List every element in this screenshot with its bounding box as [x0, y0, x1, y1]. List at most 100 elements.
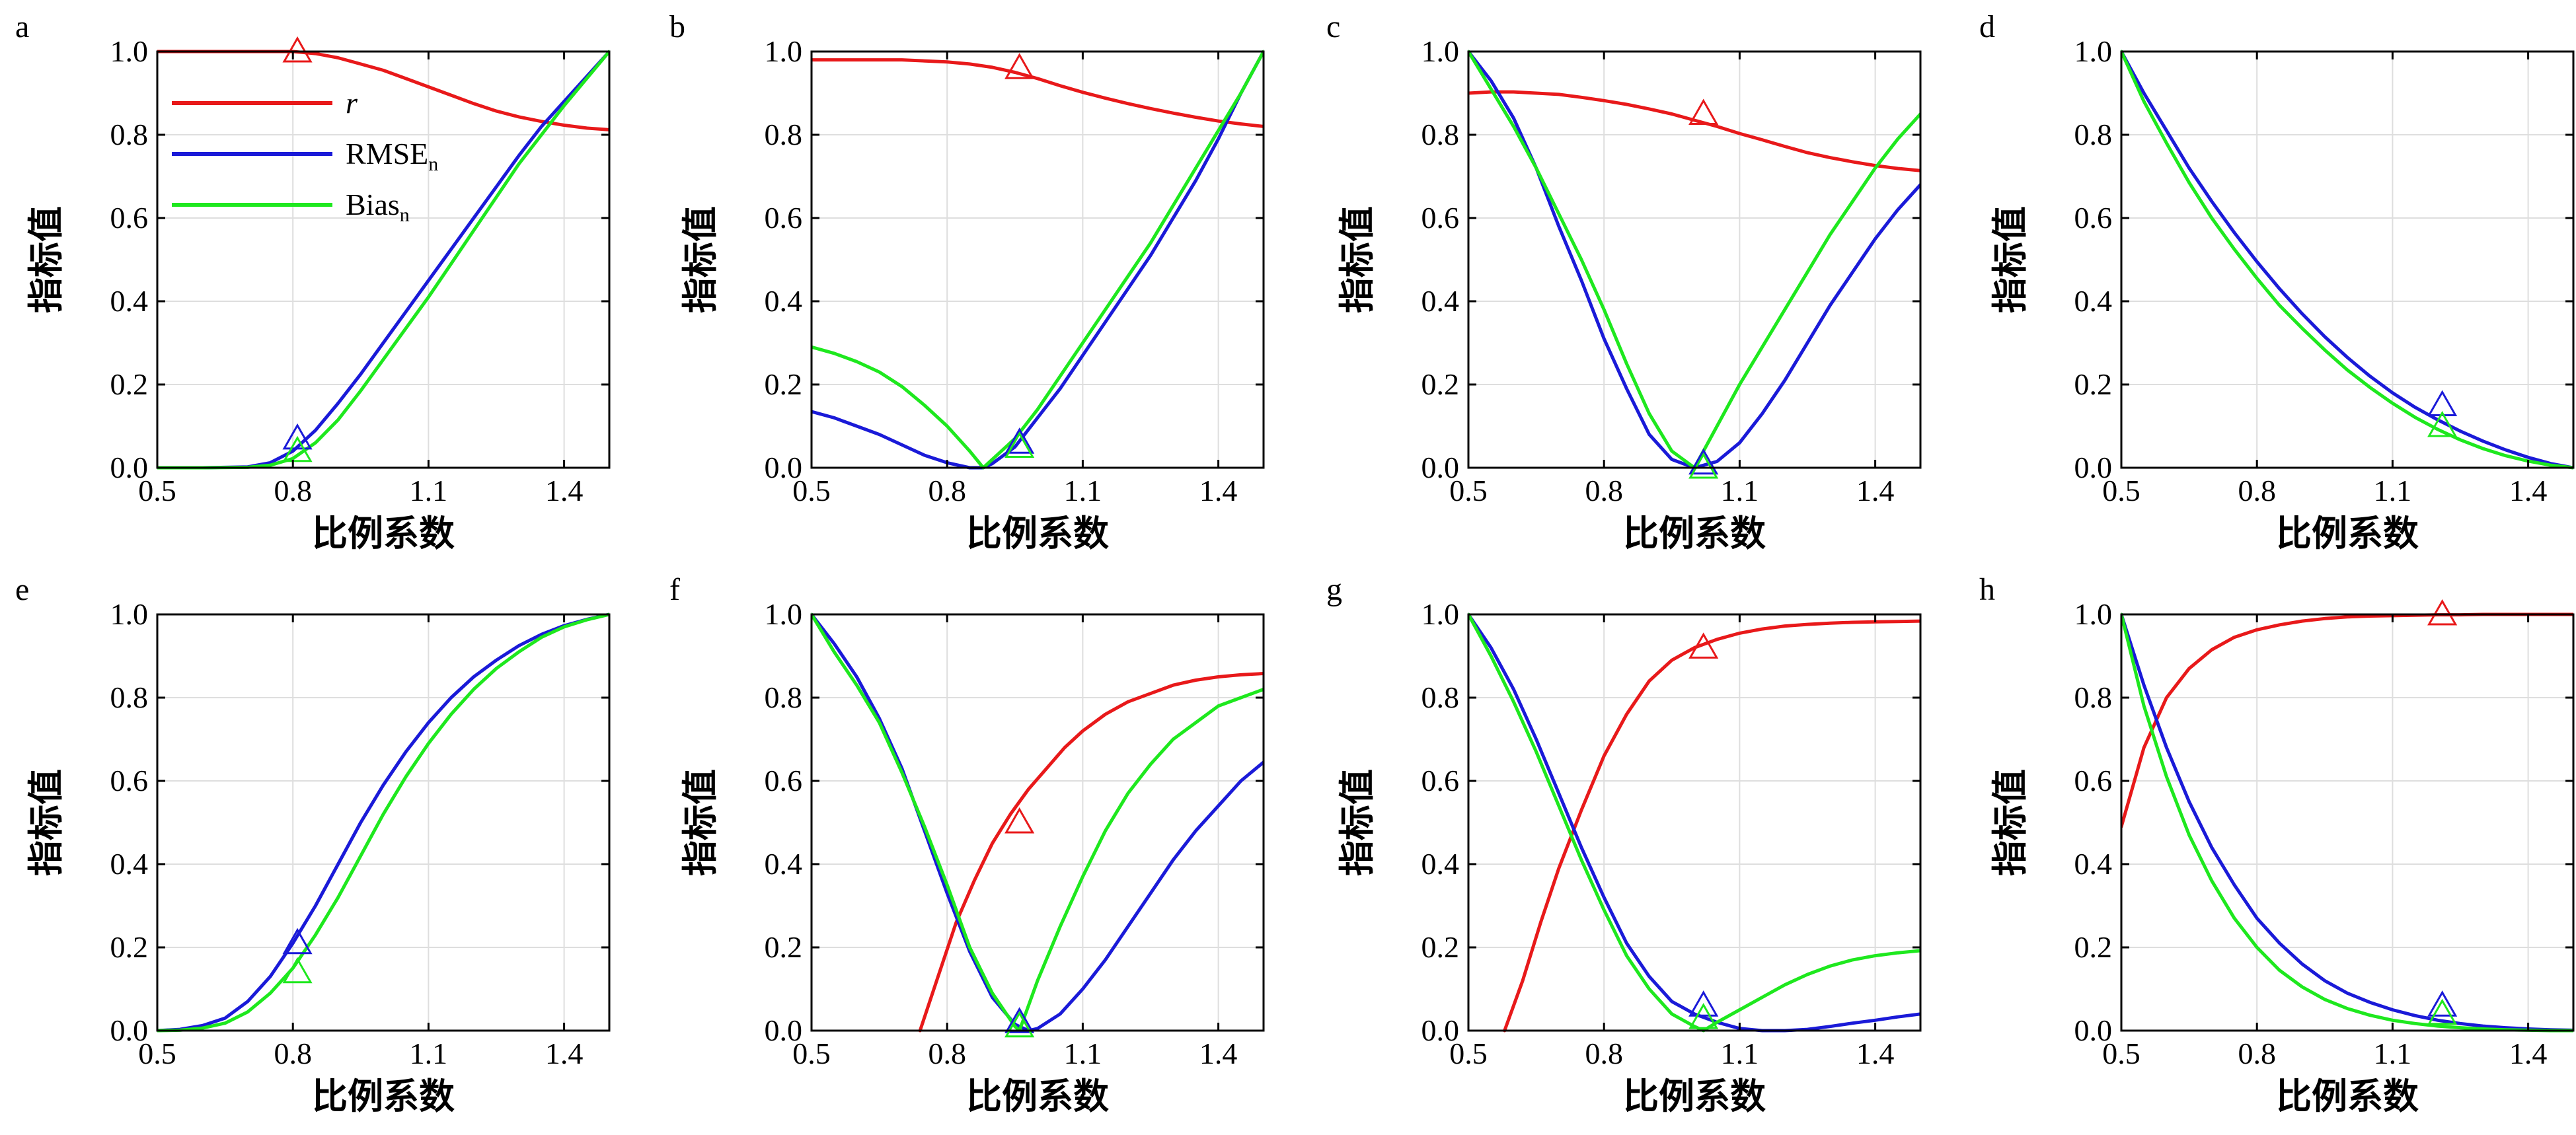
series-line-bias	[1468, 612, 1920, 1033]
y-tick-label: 0.0	[110, 451, 149, 484]
y-tick-label: 1.0	[110, 597, 149, 631]
series-line-r	[157, 50, 609, 131]
x-axis-label: 比例系数	[1623, 513, 1766, 554]
y-tick-label: 0.0	[2074, 451, 2113, 484]
y-axis-label: 指标值	[25, 769, 67, 876]
plot-frame	[810, 50, 1265, 469]
y-tick-label: 0.4	[110, 847, 149, 881]
marker-triangle-rmse	[1004, 1007, 1035, 1033]
y-tick-label: 0.4	[1421, 847, 1460, 881]
legend-label-rmse: RMSEn	[346, 137, 438, 175]
panel-letter: b	[669, 9, 685, 44]
x-tick-label: 0.8	[274, 1037, 312, 1070]
plot-frame	[156, 613, 611, 1032]
series-line-r	[1468, 90, 1920, 172]
series-line-rmse	[157, 50, 609, 470]
y-axis-label: 指标值	[1989, 769, 2031, 876]
panel-f: 0.5 0.8 1.1 1.4 0.0 0.2 0.4 0.6 0.8 1.0 比例系数 指标值 f	[669, 572, 1265, 1117]
y-tick-label: 0.4	[1421, 284, 1460, 318]
marker-triangle-bias	[282, 957, 313, 984]
marker-triangle-r	[1688, 632, 1719, 659]
series-line-rmse	[2121, 50, 2573, 470]
series-line-r	[1503, 619, 1920, 1033]
marker-triangle-bias	[1004, 1011, 1035, 1038]
panel-letter: f	[669, 572, 680, 607]
x-tick-label: 1.1	[1721, 474, 1759, 507]
y-tick-label: 0.4	[2074, 847, 2113, 881]
panel-letter: a	[15, 9, 29, 44]
marker-triangle-bias	[1688, 1003, 1719, 1029]
series-line-bias	[812, 50, 1264, 470]
y-tick-label: 0.6	[765, 764, 803, 797]
marker-triangle-bias	[1688, 452, 1719, 479]
panel-d: 0.5 0.8 1.1 1.4 0.0 0.2 0.4 0.6 0.8 1.0 比例系数 指标值 d	[1979, 9, 2575, 554]
marker-triangle-bias	[1004, 431, 1035, 458]
x-tick-label: 1.4	[1199, 474, 1238, 507]
series-line-rmse	[157, 612, 609, 1033]
x-tick-label: 1.4	[545, 1037, 584, 1070]
y-tick-label: 0.6	[1421, 764, 1460, 797]
y-tick-label: 1.0	[2074, 597, 2113, 631]
y-tick-label: 1.0	[765, 597, 803, 631]
y-axis-label: 指标值	[25, 206, 67, 313]
x-axis-label: 比例系数	[966, 1076, 1109, 1117]
marker-triangle-r	[282, 36, 313, 63]
marker-triangle-r	[2427, 599, 2458, 626]
y-tick-label: 0.2	[2074, 367, 2113, 401]
x-tick-label: 1.1	[2374, 474, 2412, 507]
plot-frame	[2120, 613, 2575, 1032]
marker-triangle-rmse	[1688, 448, 1719, 475]
x-tick-label: 0.5	[1449, 474, 1488, 507]
x-tick-label: 0.8	[928, 1037, 966, 1070]
series-line-rmse	[2121, 612, 2573, 1032]
y-tick-label: 0.8	[2074, 680, 2113, 714]
y-tick-label: 1.0	[1421, 34, 1460, 68]
series-line-bias	[157, 612, 609, 1033]
y-tick-label: 0.8	[1421, 118, 1460, 151]
x-tick-label: 0.8	[1585, 1037, 1623, 1070]
series-line-rmse	[812, 612, 1264, 1033]
panel-h: 0.5 0.8 1.1 1.4 0.0 0.2 0.4 0.6 0.8 1.0 比例系数 指标值 h	[1979, 572, 2575, 1117]
x-tick-label: 0.5	[2102, 474, 2140, 507]
marker-triangle-bias	[282, 435, 313, 462]
legend: r RMSEn Biasn	[172, 86, 438, 226]
plot-frame	[810, 613, 1265, 1032]
y-tick-label: 0.2	[2074, 930, 2113, 964]
x-tick-label: 1.4	[1856, 1037, 1895, 1070]
x-axis-label: 比例系数	[1623, 1076, 1766, 1117]
y-tick-label: 0.0	[765, 451, 803, 484]
x-tick-label: 0.8	[2238, 1037, 2276, 1070]
marker-triangle-bias	[2427, 998, 2458, 1025]
marker-triangle-rmse	[2427, 390, 2458, 416]
plot-frame	[1467, 50, 1922, 469]
legend-label-bias: Biasn	[346, 188, 410, 226]
series-line-rmse	[1468, 50, 1920, 470]
marker-triangle-r	[1004, 807, 1035, 834]
y-axis-label: 指标值	[679, 769, 721, 876]
panel-letter: h	[1979, 572, 1995, 607]
x-tick-label: 0.5	[792, 474, 831, 507]
series-line-r	[812, 58, 1264, 128]
panel-letter: d	[1979, 9, 1995, 44]
series-line-r	[2121, 612, 2573, 828]
marker-triangle-bias	[2427, 410, 2458, 437]
panel-g: 0.5 0.8 1.1 1.4 0.0 0.2 0.4 0.6 0.8 1.0 比例系数 指标值 g	[1326, 572, 1922, 1117]
x-tick-label: 1.1	[1064, 1037, 1102, 1070]
y-tick-label: 0.6	[765, 201, 803, 235]
y-tick-label: 0.4	[765, 847, 803, 881]
x-tick-label: 1.4	[1199, 1037, 1238, 1070]
y-tick-label: 0.0	[2074, 1013, 2113, 1047]
y-tick-label: 0.6	[110, 201, 149, 235]
series-line-rmse	[1468, 612, 1920, 1033]
x-tick-label: 0.8	[2238, 474, 2276, 507]
marker-triangle-rmse	[282, 423, 313, 450]
panel-letter: g	[1326, 572, 1342, 607]
y-tick-label: 1.0	[1421, 597, 1460, 631]
plot-frame	[1467, 613, 1922, 1032]
y-tick-label: 1.0	[765, 34, 803, 68]
y-tick-label: 0.0	[765, 1013, 803, 1047]
series-line-bias	[1468, 50, 1920, 470]
x-tick-label: 1.4	[2509, 474, 2548, 507]
x-tick-label: 0.5	[1449, 1037, 1488, 1070]
